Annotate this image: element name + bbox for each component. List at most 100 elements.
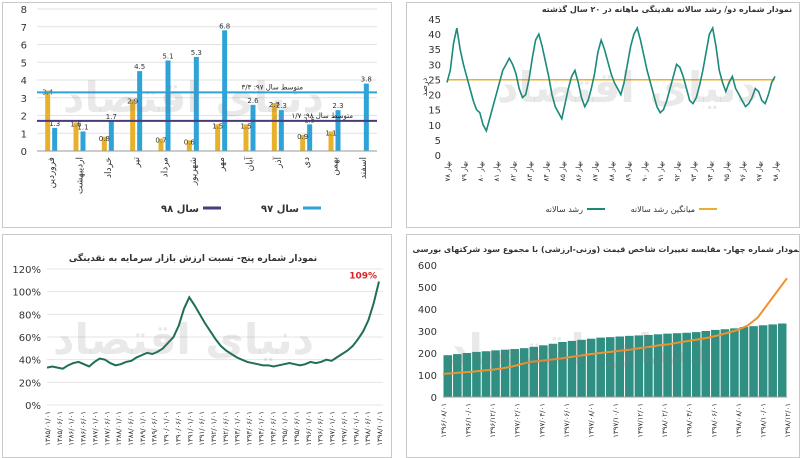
x-tick-label: ۱۳۹۸/۰۶/۰۱ [710, 403, 718, 438]
bar [472, 351, 481, 397]
x-tick-label: ۱۳۹۸/۰۲/۰۱ [661, 403, 669, 438]
x-tick-label: اسفند [359, 157, 369, 179]
y-tick-label: 120% [12, 265, 41, 276]
bar [158, 138, 164, 151]
bar [653, 334, 663, 397]
bar [720, 329, 730, 397]
bar [625, 335, 634, 397]
bar [137, 71, 143, 151]
x-tick-label: ۱۳۸۸/۰۶/۰۱ [127, 411, 135, 446]
bar [510, 349, 519, 397]
bar [165, 60, 171, 151]
chart-index-profit-svg: نمودار شماره چهار- مقایسه تغییرات شاخص ق… [413, 245, 799, 438]
bar [101, 136, 107, 151]
x-tick-label: بهار ۹۱ [657, 161, 665, 181]
x-tick-label: ۱۳۹۷/۰۶/۰۱ [563, 403, 571, 438]
x-tick-label: ۱۳۸۹/۰۱/۰۱ [139, 411, 147, 446]
bar [500, 349, 510, 397]
data-label: 1.6 [70, 121, 82, 129]
y-tick-label: 300 [418, 327, 437, 338]
bar [577, 339, 586, 397]
bar [73, 122, 79, 151]
bar [539, 345, 548, 397]
bar [300, 135, 306, 151]
x-tick-label: ۱۳۹۸/۰۱/۰۱ [352, 411, 360, 446]
data-label: 2.3 [276, 102, 287, 110]
x-tick-label: بهار ۹۵ [723, 161, 731, 181]
chart-panel-index-vs-profit: نمودار شماره چهار- مقایسه تغییرات شاخص ق… [406, 234, 800, 458]
x-tick-label: آذر [272, 157, 284, 169]
data-label: 1.5 [240, 122, 251, 130]
data-label: 2.7 [269, 101, 280, 109]
x-tick-label: ۱۳۸۶/۰۶/۰۱ [80, 411, 88, 446]
x-tick-label: اردیبهشت [76, 157, 86, 194]
bar [768, 324, 777, 397]
bar [193, 56, 199, 151]
y-tick-label: 5 [21, 58, 27, 69]
x-tick-label: ۱۳۸۸/۰۱/۰۱ [115, 411, 123, 446]
y-tick-label: 100 [418, 371, 437, 382]
x-tick-label: بهار ۸۲ [510, 161, 518, 181]
x-tick-label: بهار ۸۱ [493, 161, 501, 181]
data-label: 0.6 [184, 138, 196, 146]
chart-monthly-growth-svg: 0123456781.33.4فروردین1.11.6اردیبهشت1.70… [21, 5, 377, 215]
bar [586, 338, 596, 397]
data-label: 2.9 [127, 98, 138, 106]
bar [711, 329, 720, 397]
bar [453, 354, 462, 397]
chart-panel-annual-liquidity-growth: نمودار شماره دو/ رشد سالانه نقدینگی ماها… [406, 2, 800, 228]
x-tick-label: بهار ۸۰ [477, 161, 485, 181]
x-tick-label: فروردین [47, 157, 57, 188]
bar [663, 333, 672, 397]
x-tick-label: بهار ۹۲ [674, 161, 682, 181]
bar [243, 124, 249, 151]
x-tick-label: ۱۳۹۸/۱۰/۰۱ [376, 411, 384, 446]
x-tick-label: ۱۳۹۶/۰۶/۰۱ [317, 411, 325, 446]
x-tick-label: آبان [244, 157, 256, 172]
data-label: 0.9 [297, 133, 308, 141]
y-tick-label: 45 [428, 15, 441, 26]
x-tick-label: ۱۳۹۶/۰۱/۰۱ [305, 411, 313, 446]
bar [491, 350, 500, 397]
data-label: 0.7 [155, 137, 166, 145]
data-label: 6.8 [219, 22, 230, 30]
bar [130, 99, 136, 151]
y-tick-label: 40% [19, 356, 41, 367]
bar [363, 83, 369, 151]
y-tick-label: 40 [428, 30, 441, 41]
bar [271, 103, 277, 151]
x-tick-label: ۱۳۹۶/۰۸/۰۱ [440, 403, 448, 438]
reference-line-label: متوسط سال ۹۷: ۳/۳ [241, 83, 303, 91]
bar [481, 351, 491, 397]
x-tick-label: ۱۳۹۵/۰۶/۰۱ [293, 411, 301, 446]
x-tick-label: ۱۳۸۹/۰۶/۰۱ [151, 411, 159, 446]
data-label: 0.8 [99, 135, 110, 143]
bar [186, 140, 192, 151]
x-tick-label: ۱۳۹۰/۰۶/۰۱ [174, 411, 182, 446]
bar [672, 333, 682, 397]
y-tick-label: 100% [12, 288, 41, 299]
y-tick-label: 500 [418, 283, 437, 294]
y-tick-label: 30 [428, 60, 441, 71]
x-tick-label: بهار ۸۷ [592, 161, 600, 181]
data-label: 1.1 [77, 123, 88, 131]
x-tick-label: ۱۳۸۷/۰۶/۰۱ [103, 411, 111, 446]
x-tick-label: ۱۳۸۷/۰۱/۰۱ [91, 411, 99, 446]
x-tick-label: بهار ۹۳ [690, 161, 698, 181]
x-tick-label: ۱۳۹۲/۰۶/۰۱ [222, 411, 230, 446]
bar [682, 332, 691, 397]
x-tick-label: بهار ۷۹ [460, 161, 468, 181]
legend-label: سال ۹۸ [161, 204, 199, 215]
y-tick-label: 15 [428, 106, 441, 117]
bar [634, 335, 644, 397]
x-tick-label: ۱۳۹۸/۰۴/۰۱ [686, 403, 694, 438]
bar [567, 340, 577, 397]
bar [443, 355, 453, 397]
x-tick-label: بهار ۸۴ [542, 161, 550, 181]
data-label: 1.5 [212, 122, 223, 130]
legend-label: میانگین رشد سالانه [631, 204, 695, 214]
x-tick-label: ۱۳۹۸/۰۶/۰۱ [364, 411, 372, 446]
bar [615, 336, 625, 397]
bar [701, 331, 711, 397]
x-tick-label: ۱۳۹۸/۱۲/۰۱ [784, 403, 792, 438]
